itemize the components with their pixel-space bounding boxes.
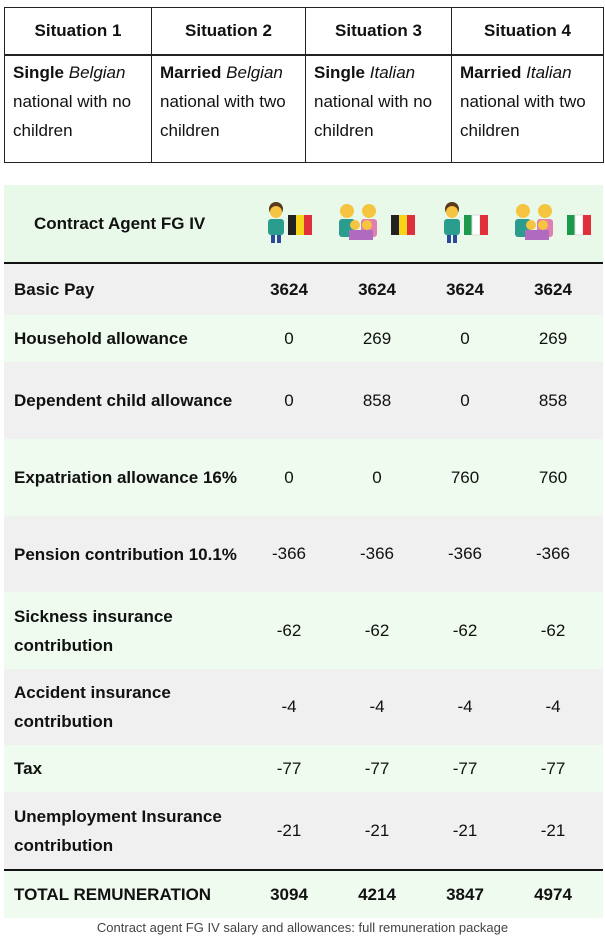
table-row: Tax -77 -77 -77 -77 [4,745,603,792]
row-label: Accident insurance contribution [14,683,171,731]
cell-value: -77 [452,758,478,778]
situation-desc: Single Belgian national with no children [4,54,152,163]
cell-value: -4 [369,697,385,716]
row-label: Unemployment Insurance contribution [14,806,222,855]
total-value: 4974 [534,884,572,904]
table-header: Contract Agent FG IV [4,185,603,264]
icon-family-be [339,204,415,240]
table-row: Pension contribution 10.1% -366 -366 -366 -3… [4,516,603,592]
icon [509,199,597,248]
cell-value: -366 [447,544,483,563]
cell-value: -4 [281,697,297,716]
cell-value: -77 [364,758,390,778]
icon-single-it [444,202,488,243]
cell-value: -62 [452,620,478,640]
cell-value: 0 [460,390,470,410]
cell-value: -21 [276,820,302,840]
description: national with no children [314,92,433,140]
cell-value: -77 [540,758,566,778]
status: Single [13,63,65,82]
cell-value: -62 [276,620,302,640]
situation-header: Situation 1 [4,7,152,56]
nationality: Italian [526,63,572,82]
icon-single-be [268,202,312,243]
cell-value: 760 [450,467,480,487]
row-label: Expatriation allowance 16% [14,468,237,487]
cell-value: 269 [538,328,568,348]
situation-header: Situation 4 [451,7,604,56]
row-label: Sickness insurance contribution [14,606,173,655]
description: national with two children [160,92,286,140]
cell-value: 0 [284,390,294,410]
icon [421,199,509,248]
table-row: Expatriation allowance 16% 0 0 760 760 [4,439,603,516]
cell-value: -62 [364,620,390,640]
table-row: Sickness insurance contribution -62 -62 -62… [4,592,603,669]
cell-value: 3624 [270,279,308,299]
cell-value: 858 [362,390,392,410]
description: national with no children [13,92,132,140]
situation-desc: Single Italian national with no children [305,54,452,163]
cell-value: 0 [284,467,294,487]
situation-desc: Married Italian national with two childr… [451,54,604,163]
row-label: Dependent child allowance [14,391,233,410]
total-row: TOTAL REMUNERATION 3094 4214 3847 4974 [4,869,603,918]
icon [333,199,421,248]
cell-value: 0 [284,328,294,348]
total-value: 4214 [358,884,396,904]
caption: Contract agent FG IV salary and allowanc… [96,920,509,935]
status: Single [314,63,366,82]
description: national with two children [460,92,586,140]
cell-value: -366 [535,544,571,563]
table-row: Unemployment Insurance contribution -21 -2… [4,792,603,869]
table-row: Accident insurance contribution -4 -4 -4 -4 [4,669,603,745]
cell-value: -77 [276,758,302,778]
cell-value: -366 [271,544,307,563]
cell-value: 269 [362,328,392,348]
table-row: Dependent child allowance 0 858 0 858 [4,362,603,439]
cell-value: -366 [359,544,395,563]
situations-table: Situation 1 Situation 2 Situation 3 Situati… [4,7,604,163]
table-row: Household allowance 0 269 0 269 [4,315,603,362]
icon-family-it [515,204,591,240]
cell-value: -21 [540,820,566,840]
table-title: Contract Agent FG IV [34,214,206,233]
table-row: Basic Pay 3624 3624 3624 3624 [4,264,603,315]
nationality: Belgian [226,63,283,82]
cell-value: 3624 [358,279,396,299]
row-label: Pension contribution 10.1% [14,544,237,564]
total-label: TOTAL REMUNERATION [14,885,212,904]
cell-value: -21 [364,820,390,840]
cell-value: 3624 [446,279,484,299]
cell-value: 760 [538,467,568,487]
situation-header: Situation 2 [151,7,306,56]
cell-value: 0 [372,467,382,487]
row-label: Household allowance [14,329,188,348]
row-label: Tax [14,759,43,778]
cell-value: 0 [460,328,470,348]
cell-value: 858 [538,390,568,410]
situation-header: Situation 3 [305,7,452,56]
remuneration-table: Contract Agent FG IV Basic Pay 3624 3624 36… [4,185,603,918]
cell-value: -21 [452,820,478,840]
total-value: 3847 [446,884,484,904]
row-label: Basic Pay [14,280,95,299]
cell-value: -62 [540,620,566,640]
cell-value: -4 [545,697,561,716]
status: Married [160,63,222,82]
cell-value: -4 [457,697,473,716]
nationality: Belgian [68,63,126,82]
cell-value: 3624 [534,279,572,299]
icon [245,199,333,248]
status: Married [460,63,522,82]
situation-desc: Married Belgian national with two childr… [151,54,306,163]
total-value: 3094 [270,884,308,904]
nationality: Italian [369,63,416,82]
